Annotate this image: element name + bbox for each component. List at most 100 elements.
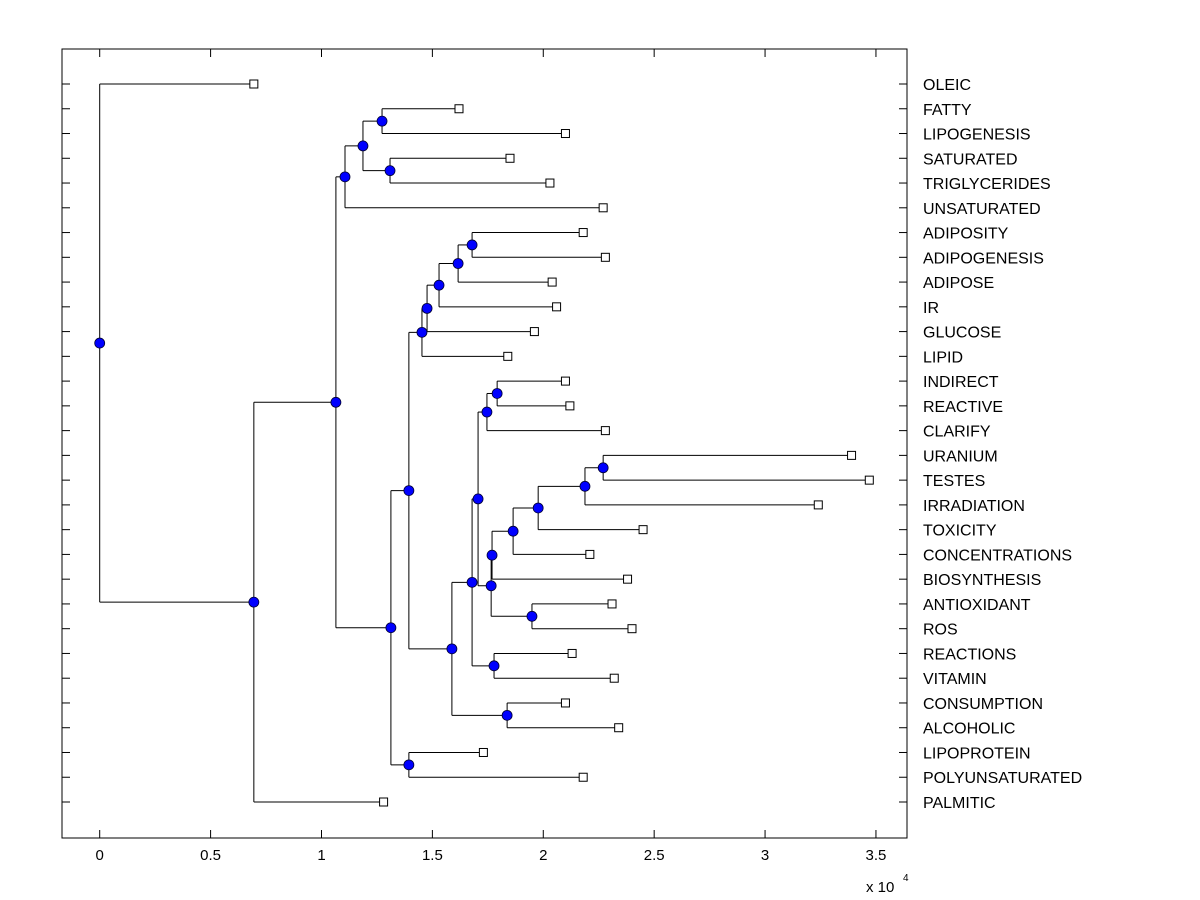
- leaf-marker-fatty: [454, 104, 464, 114]
- node-marker-n_G: [384, 165, 396, 177]
- leaf-marker-oleic: [249, 79, 259, 89]
- x-tick-label: 0.5: [200, 847, 221, 864]
- leaf-marker-alcoholic: [614, 723, 624, 733]
- node-marker-n_W: [486, 549, 498, 561]
- leaf-marker-toxicity: [638, 525, 648, 535]
- y-axis-ticks: [62, 83, 907, 803]
- node-marker-n_K: [446, 643, 458, 655]
- leaf-label: POLYUNSATURATED: [923, 770, 1082, 787]
- leaf-labels: OLEIC FATTY LIPOGENESIS SATURATED TRIGLYCERI…: [923, 77, 1082, 812]
- leaf-marker-adiposity: [578, 228, 588, 238]
- leaf-marker-adipogenesis: [600, 252, 610, 262]
- leaf-label: ANTIOXIDANT: [923, 597, 1031, 614]
- leaf-marker-irradiation: [813, 500, 823, 510]
- node-marker-n_Y: [507, 525, 519, 537]
- leaf-label: BIOSYNTHESIS: [923, 572, 1041, 589]
- leaf-marker-adipose: [547, 277, 557, 287]
- leaf-label: GLUCOSE: [923, 325, 1001, 342]
- node-marker-n_E: [357, 140, 369, 152]
- leaf-label: IR: [923, 300, 939, 317]
- node-marker-n_D: [385, 622, 397, 634]
- node-marker-n_M: [433, 279, 445, 291]
- leaf-marker-consumption: [560, 698, 570, 708]
- leaf-label: CONCENTRATIONS: [923, 547, 1072, 564]
- node-marker-n_AA: [579, 480, 591, 492]
- node-marker-n_BB: [597, 462, 609, 474]
- leaf-marker-lipogenesis: [560, 129, 570, 139]
- leaf-marker-testes: [864, 475, 874, 485]
- x-tick-label: 1.5: [422, 847, 443, 864]
- leaf-label: URANIUM: [923, 448, 998, 465]
- leaf-marker-palmitic: [379, 797, 389, 807]
- node-marker-n_Z: [532, 502, 544, 514]
- leaf-marker-indirect: [560, 376, 570, 386]
- leaf-label: TESTES: [923, 473, 985, 490]
- leaf-marker-uranium: [847, 450, 857, 460]
- x-tick-label: 0: [96, 847, 104, 864]
- node-marker-n_R: [481, 406, 493, 418]
- node-marker-n_F: [376, 115, 388, 127]
- leaf-label: SATURATED: [923, 151, 1018, 168]
- node-marker-n_V: [488, 660, 500, 672]
- node-marker-n_Q: [501, 709, 513, 721]
- leaf-label: TOXICITY: [923, 523, 997, 540]
- leaf-marker-ir: [552, 302, 562, 312]
- leaf-marker-reactive: [565, 401, 575, 411]
- leaf-label: INDIRECT: [923, 374, 999, 391]
- node-marker-n_A: [248, 596, 260, 608]
- node-marker-n_root: [94, 337, 106, 349]
- leaf-marker-polyunsaturated: [578, 772, 588, 782]
- leaf-label: TRIGLYCERIDES: [923, 176, 1051, 193]
- node-marker-n_I: [403, 759, 415, 771]
- node-marker-n_B: [330, 396, 342, 408]
- node-marker-n_L: [421, 302, 433, 314]
- x-tick-label: 3: [761, 847, 769, 864]
- leaf-label: IRRADIATION: [923, 498, 1025, 515]
- node-marker-n_X: [526, 610, 538, 622]
- leaf-label: FATTY: [923, 102, 972, 119]
- leaf-label: OLEIC: [923, 77, 971, 94]
- node-marker-n_J: [416, 326, 428, 338]
- axes-frame: [61, 48, 908, 839]
- x-tick-label: 1: [317, 847, 325, 864]
- node-marker-n_N: [452, 258, 464, 269]
- leaf-label: ADIPOSITY: [923, 226, 1009, 243]
- leaf-marker-saturated: [505, 153, 515, 163]
- leaf-marker-vitamin: [609, 673, 619, 683]
- leaf-marker-ros: [627, 624, 637, 634]
- x-axis-ticks: 0 0.5 1 1.5 2 2.5 3 3.5: [96, 49, 887, 864]
- leaf-marker-concentrations: [585, 549, 595, 559]
- node-marker-n_U: [485, 580, 497, 592]
- node-marker-n_T: [491, 388, 503, 399]
- node-marker-n_C: [339, 171, 351, 183]
- leaf-marker-biosynthesis: [623, 574, 633, 584]
- leaf-label: PALMITIC: [923, 795, 996, 812]
- leaf-markers: [249, 79, 874, 807]
- x-tick-label: 3.5: [866, 847, 887, 864]
- leaf-label: ALCOHOLIC: [923, 721, 1015, 738]
- x-tick-label: 2: [539, 847, 547, 864]
- node-marker-n_O: [466, 239, 478, 251]
- leaf-marker-glucose: [529, 327, 539, 337]
- leaf-label: VITAMIN: [923, 671, 987, 688]
- leaf-marker-unsaturated: [598, 203, 608, 213]
- internal-node-markers: [94, 115, 609, 771]
- leaf-marker-triglycerides: [545, 178, 555, 188]
- leaf-label: REACTIONS: [923, 646, 1016, 663]
- x-tick-label: 2.5: [644, 847, 665, 864]
- leaf-label: CONSUMPTION: [923, 696, 1043, 713]
- node-marker-n_S: [466, 576, 478, 588]
- leaf-label: ADIPOSE: [923, 275, 994, 292]
- leaf-marker-lipid: [503, 351, 513, 361]
- leaf-label: CLARIFY: [923, 424, 991, 441]
- node-marker-n_H: [403, 485, 415, 497]
- x-multiplier-exponent: 4: [903, 873, 909, 884]
- leaf-marker-antioxidant: [607, 599, 617, 609]
- leaf-label: REACTIVE: [923, 399, 1003, 416]
- x-multiplier-label: x 10: [866, 879, 894, 896]
- leaf-label: ADIPOGENESIS: [923, 250, 1044, 267]
- leaf-marker-reactions: [567, 648, 577, 658]
- leaf-marker-clarify: [600, 426, 610, 436]
